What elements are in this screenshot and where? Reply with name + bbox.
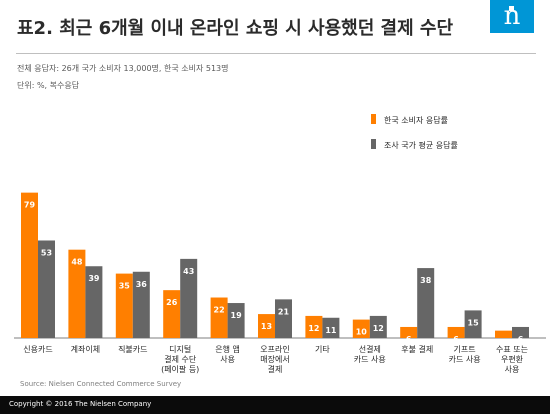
footer-bar: Copyright © 2016 The Nielsen Company (0, 396, 550, 414)
category-label-7-0: 선결제 (359, 344, 381, 354)
category-label-3-1: 결제 수단 (164, 354, 197, 364)
category-label-9-0: 기프트 (454, 345, 476, 354)
bar-korea-9 (447, 326, 465, 338)
category-label-0-0: 신용카드 (23, 345, 52, 354)
data-label-korea-5: 13 (261, 322, 272, 331)
category-label-4-0: 은행 앱 (215, 344, 240, 354)
page-title: 표2. 최근 6개월 이내 온라인 쇼핑 시 사용했던 결제 수단 (17, 18, 454, 39)
logo-dot (509, 6, 514, 11)
data-label-global-2: 36 (136, 280, 148, 289)
bar-korea-3 (163, 290, 181, 338)
copyright-text: Copyright © 2016 The Nielsen Company (9, 400, 152, 408)
bar-global-10 (512, 326, 529, 338)
bar-global-7 (369, 315, 387, 338)
data-label-korea-2: 35 (119, 282, 131, 291)
category-label-10-1: 우편환 (501, 354, 524, 364)
bar-korea-4 (210, 297, 228, 338)
bar-global-9 (464, 310, 482, 338)
legend-swatch-0 (371, 114, 376, 124)
category-label-6-0: 기타 (315, 345, 330, 354)
respondents-note: 전체 응답자: 26개 국가 소비자 13,000명, 한국 소비자 513명 (17, 64, 229, 73)
data-label-global-8: 38 (420, 276, 432, 285)
category-label-5-0: 오프라인 (260, 344, 289, 354)
category-label-3-2: (페이팔 등) (161, 364, 199, 374)
data-label-korea-9: 6 (453, 335, 459, 344)
category-label-1-0: 계좌이체 (71, 344, 100, 354)
bar-korea-8 (400, 326, 418, 338)
bar-korea-1 (68, 249, 86, 338)
bar-global-3 (180, 258, 198, 338)
bar-korea-5 (258, 314, 275, 338)
category-label-8-0: 후불 결제 (401, 344, 433, 354)
data-label-korea-8: 6 (406, 335, 412, 344)
legend-label-1: 조사 국가 평균 응답률 (384, 140, 458, 150)
category-label-4-1: 사용 (220, 355, 235, 364)
data-label-korea-6: 12 (308, 324, 319, 333)
bar-global-4 (227, 303, 245, 338)
category-label-5-1: 매장에서 (260, 354, 289, 364)
legend-label-0: 한국 소비자 응답률 (384, 115, 448, 125)
data-label-global-5: 21 (278, 307, 290, 316)
data-label-global-7: 12 (373, 324, 384, 333)
data-label-global-0: 53 (41, 248, 52, 257)
category-label-7-1: 카드 사용 (354, 355, 386, 364)
data-label-global-1: 39 (88, 274, 100, 283)
data-label-global-9: 15 (468, 318, 480, 327)
unit-note: 단위: %, 복수응답 (17, 81, 80, 90)
logo-letter: n (503, 1, 521, 31)
bar-global-2 (132, 271, 150, 338)
data-label-korea-1: 48 (71, 258, 83, 267)
bar-korea-6 (305, 315, 323, 338)
data-label-korea-4: 22 (214, 306, 225, 315)
category-label-10-0: 수표 또는 (496, 345, 528, 354)
bar-global-5 (275, 299, 292, 338)
bar-korea-2 (115, 273, 133, 338)
category-label-2-0: 직불카드 (118, 344, 147, 354)
data-label-global-10: 6 (518, 335, 524, 344)
data-label-korea-3: 26 (166, 298, 178, 307)
source-note: Source: Nielsen Connected Commerce Surve… (20, 380, 182, 388)
category-label-9-1: 카드 사용 (449, 355, 481, 364)
bar-korea-7 (352, 319, 370, 338)
bar-korea-10 (495, 330, 512, 338)
data-label-korea-7: 10 (356, 328, 368, 337)
category-label-3-0: 디지털 (169, 344, 191, 354)
legend-swatch-1 (371, 139, 376, 149)
data-label-korea-0: 79 (24, 201, 36, 210)
bar-global-0 (38, 240, 55, 338)
data-label-korea-10: 4 (501, 339, 507, 348)
bar-global-1 (85, 266, 103, 338)
data-label-global-3: 43 (183, 267, 194, 276)
nielsen-logo: n (490, 0, 534, 33)
title-divider (16, 53, 536, 54)
bar-korea-0 (21, 192, 38, 338)
bar-global-6 (322, 317, 340, 338)
data-label-global-6: 11 (325, 326, 337, 335)
category-label-10-2: 사용 (505, 365, 520, 374)
bar-global-8 (417, 268, 435, 338)
category-label-5-2: 결제 (268, 364, 283, 374)
data-label-global-4: 19 (231, 311, 243, 320)
